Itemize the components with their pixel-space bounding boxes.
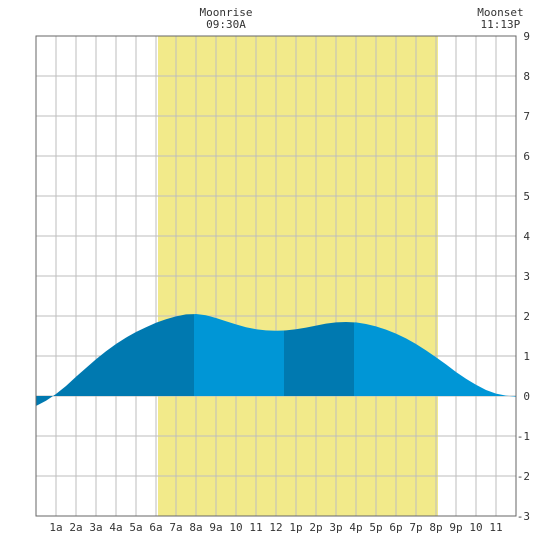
tide-area-segment-1 (36, 314, 194, 406)
annotation-label-1: Moonrise (200, 6, 253, 19)
x-tick-label: 12 (269, 521, 282, 534)
x-tick-label: 9a (209, 521, 222, 534)
y-tick-label: 4 (523, 230, 530, 243)
tide-area-segment-2 (194, 314, 284, 396)
annotation-label-2: Moonset (477, 6, 523, 19)
tide-area-segment-3 (284, 322, 354, 396)
y-tick-label: 0 (523, 390, 530, 403)
y-tick-label: 7 (523, 110, 530, 123)
x-tick-labels: 1a 2a 3a 4a 5a 6a 7a 8a 9a 10 11 12 1p 2p 3p 4p 5p 6p 7p 8p… (49, 521, 502, 534)
x-tick-label: 2p (309, 521, 322, 534)
x-tick-label: 1a (49, 521, 62, 534)
x-tick-label: 9p (449, 521, 462, 534)
y-tick-label: 6 (523, 150, 530, 163)
y-tick-label: 9 (523, 30, 530, 43)
x-tick-label: 2a (69, 521, 82, 534)
y-tick-labels: -3 -2 -1 0 1 2 3 4 5 6 7 8 9 (517, 30, 531, 523)
tide-area-layer (36, 314, 516, 406)
annotation-time-1: 09:30A (206, 18, 246, 31)
x-tick-label: 10 (229, 521, 242, 534)
x-tick-label: 6a (149, 521, 162, 534)
x-tick-label: 1p (289, 521, 302, 534)
annotation-time-2: 11:13P (481, 18, 521, 31)
x-tick-label: 11 (489, 521, 502, 534)
y-tick-label: 8 (523, 70, 530, 83)
x-tick-label: 7p (409, 521, 422, 534)
y-tick-label: -3 (517, 510, 530, 523)
x-tick-label: 4p (349, 521, 362, 534)
x-tick-label: 3a (89, 521, 102, 534)
x-tick-label: 3p (329, 521, 342, 534)
tide-area-segment-4 (354, 322, 516, 397)
y-tick-label: -1 (517, 430, 530, 443)
x-tick-label: 11 (249, 521, 262, 534)
x-tick-label: 4a (109, 521, 122, 534)
x-tick-label: 5p (369, 521, 382, 534)
grid-layer (36, 36, 516, 516)
x-tick-label: 5a (129, 521, 142, 534)
y-tick-label: 5 (523, 190, 530, 203)
y-tick-label: -2 (517, 470, 530, 483)
plot-frame (35, 35, 517, 517)
y-tick-label: 1 (523, 350, 530, 363)
x-tick-label: 8p (429, 521, 442, 534)
x-tick-label: 10 (469, 521, 482, 534)
x-tick-label: 7a (169, 521, 182, 534)
y-tick-label: 2 (523, 310, 530, 323)
x-tick-label: 6p (389, 521, 402, 534)
y-tick-label: 3 (523, 270, 530, 283)
x-tick-label: 8a (189, 521, 202, 534)
